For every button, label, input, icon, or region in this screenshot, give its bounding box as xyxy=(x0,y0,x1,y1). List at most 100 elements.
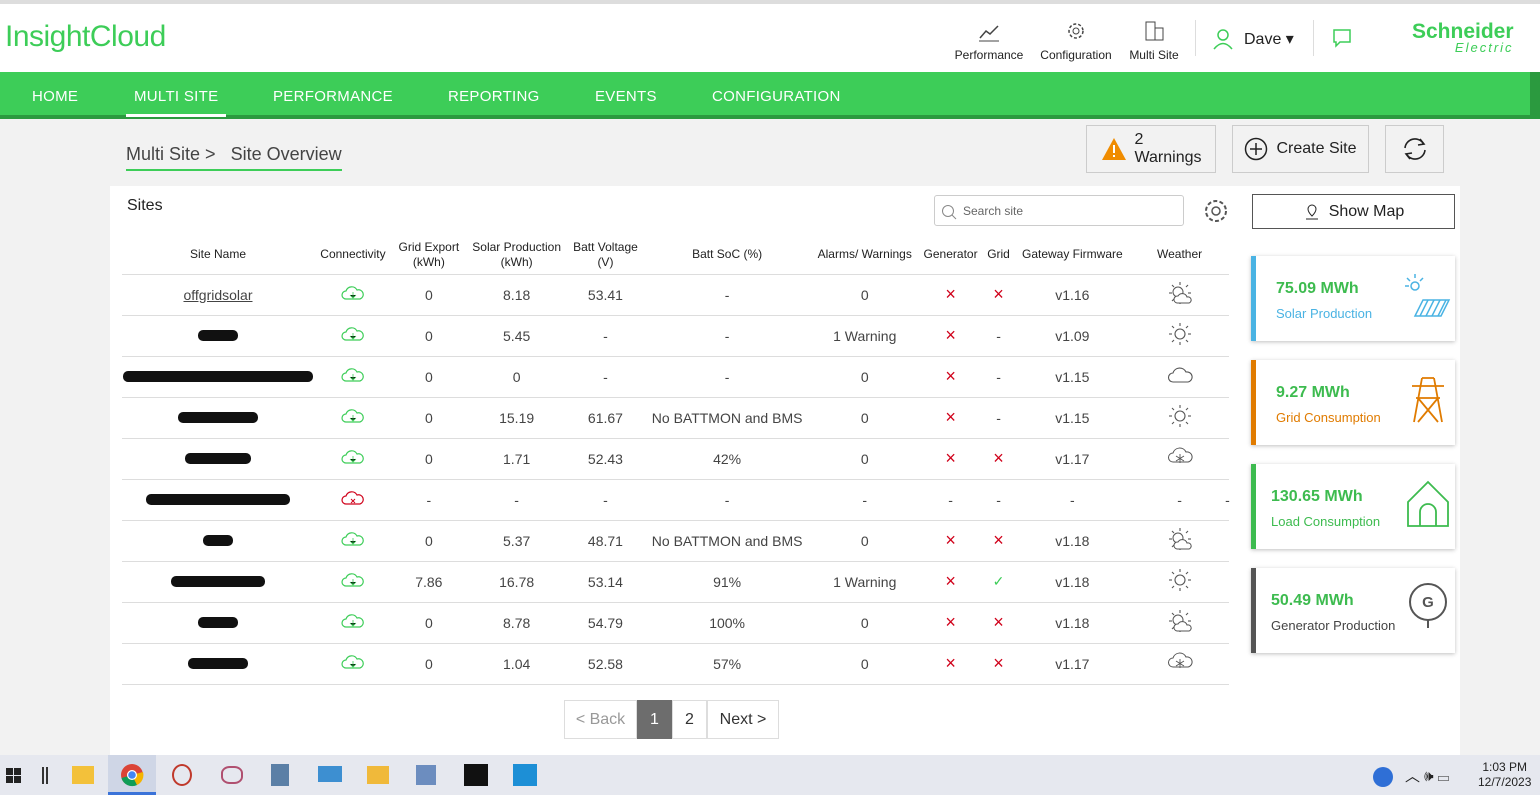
connectivity-cell xyxy=(314,561,392,603)
divider xyxy=(1313,20,1314,56)
connectivity-cell xyxy=(314,397,392,439)
page-button[interactable]: 2 xyxy=(672,700,707,739)
crumb-current: Site Overview xyxy=(230,144,342,164)
site-row[interactable]: 0 1.71 52.43 42% 0 × × v1.17 xyxy=(122,438,1229,480)
app-explorer[interactable] xyxy=(72,766,94,784)
app-network[interactable] xyxy=(513,764,537,786)
cell: No BATTMON and BMS xyxy=(643,397,811,439)
scroll-edge xyxy=(1530,72,1540,119)
weather-cell xyxy=(1130,356,1229,398)
user-menu[interactable]: Dave ▾ xyxy=(1244,31,1294,48)
brand-name: Schneider xyxy=(1412,20,1514,43)
cell: - xyxy=(982,356,1015,398)
map-icon xyxy=(1305,203,1318,219)
cell: 52.58 xyxy=(567,643,644,685)
summary-card[interactable]: 50.49 MWh Generator Production G xyxy=(1251,568,1455,653)
show-map-button[interactable]: Show Map xyxy=(1252,194,1455,229)
connectivity-icon xyxy=(341,614,364,628)
search-icon xyxy=(942,205,957,220)
plus-icon xyxy=(1245,137,1268,161)
site-row[interactable]: 0 8.78 54.79 100% 0 × × v1.18 xyxy=(122,602,1229,644)
card-value: 9.27 MWh xyxy=(1276,384,1350,401)
menu-item[interactable]: HOME xyxy=(32,88,79,105)
cell: 16.78 xyxy=(465,561,568,603)
menu-item[interactable]: MULTI SITE xyxy=(126,88,227,117)
summary-card[interactable]: 9.27 MWh Grid Consumption xyxy=(1251,360,1455,445)
crumb[interactable]: Multi Site > xyxy=(126,144,216,164)
column-header: Gateway Firmware xyxy=(1014,236,1131,275)
cell: × xyxy=(918,643,983,685)
app-mail[interactable] xyxy=(367,766,389,784)
weather-icon xyxy=(1167,652,1193,668)
site-name-cell xyxy=(122,438,314,480)
cell: 0 xyxy=(810,356,919,398)
tray-help[interactable] xyxy=(1373,767,1393,787)
warnings-button[interactable]: 2 Warnings xyxy=(1086,125,1216,173)
menu-item[interactable]: CONFIGURATION xyxy=(712,88,841,105)
cell: × xyxy=(982,438,1015,480)
performance-icon xyxy=(979,25,999,42)
taskbar: ︿ 🕪 ▭ 1:03 PM 12/7/2023 xyxy=(0,755,1540,795)
cell: - xyxy=(567,479,644,521)
cell: - xyxy=(567,315,644,357)
create-site-button[interactable]: Create Site xyxy=(1232,125,1369,173)
cell: 5.37 xyxy=(465,520,568,562)
menu-item[interactable]: EVENTS xyxy=(595,88,657,105)
settings-icon[interactable] xyxy=(1203,198,1229,224)
cell: × xyxy=(982,274,1015,316)
cell: 0 xyxy=(391,397,466,439)
app-calculator[interactable] xyxy=(271,764,289,786)
page-button[interactable]: Next > xyxy=(707,700,779,739)
app-paint[interactable] xyxy=(221,766,243,784)
user-name: Dave xyxy=(1244,31,1282,48)
app-terminal[interactable] xyxy=(464,764,488,786)
task-view[interactable] xyxy=(42,767,48,784)
site-name[interactable]: offgridsolar xyxy=(183,286,253,303)
tool-link[interactable]: Configuration xyxy=(1040,48,1112,62)
site-name-cell xyxy=(122,479,314,521)
site-row[interactable]: 0 1.04 52.58 57% 0 × × v1.17 xyxy=(122,643,1229,685)
site-row[interactable]: ---------- xyxy=(122,479,1230,521)
search-box[interactable]: Search site xyxy=(934,195,1184,226)
site-row[interactable]: 0 15.19 61.67 No BATTMON and BMS 0 × - v1.15 xyxy=(122,397,1229,439)
chat-icon[interactable] xyxy=(1332,28,1352,48)
redaction xyxy=(171,575,265,587)
generator-letter: G xyxy=(1422,594,1434,611)
cell: × xyxy=(982,643,1015,685)
start-button[interactable] xyxy=(6,768,22,784)
tool-link[interactable]: Performance xyxy=(954,48,1024,62)
app-computer[interactable] xyxy=(318,766,342,782)
menu-item[interactable]: PERFORMANCE xyxy=(273,88,393,105)
app-snip[interactable] xyxy=(172,764,192,786)
summary-card[interactable]: 130.65 MWh Load Consumption xyxy=(1251,464,1455,549)
card-label: Generator Production xyxy=(1271,618,1396,633)
time: 1:03 PM xyxy=(1482,760,1528,774)
app-media[interactable] xyxy=(416,765,436,785)
site-row[interactable]: 0 5.37 48.71 No BATTMON and BMS 0 × × v1.18 xyxy=(122,520,1229,562)
logo[interactable]: InsightCloud xyxy=(5,20,166,53)
summary-card[interactable]: 75.09 MWh Solar Production xyxy=(1251,256,1455,341)
card-value: 75.09 MWh xyxy=(1276,280,1359,297)
redaction xyxy=(188,657,248,669)
site-row[interactable]: offgridsolar 0 8.18 53.41-0 × × v1.16 xyxy=(122,274,1229,316)
clock[interactable]: 1:03 PM 12/7/2023 xyxy=(1478,760,1531,790)
column-header: Batt SoC (%) xyxy=(643,236,811,275)
menu-item[interactable]: REPORTING xyxy=(448,88,540,105)
column-header: Grid Export (kWh) xyxy=(391,236,466,275)
column-header: Site Name xyxy=(122,236,314,275)
cell: - xyxy=(982,479,1015,521)
cell: - xyxy=(982,397,1015,439)
cell: v1.18 xyxy=(1014,520,1131,562)
column-header: Grid xyxy=(982,236,1015,275)
weather-icon xyxy=(1168,405,1191,427)
site-row[interactable]: 0 5.45- -1 Warning × - v1.09 xyxy=(122,315,1229,357)
site-row[interactable]: 0 0- -0 × - v1.15 xyxy=(122,356,1229,398)
page-button[interactable]: < Back xyxy=(564,700,637,739)
tool-link[interactable]: Multi Site xyxy=(1129,48,1179,62)
site-row[interactable]: 7.86 16.78 53.14 91% 1 Warning × ✓ v1.18 xyxy=(122,561,1229,603)
app-chrome-active[interactable] xyxy=(108,755,156,795)
card-label: Solar Production xyxy=(1276,306,1373,321)
tray-icons[interactable]: ︿ 🕪 ▭ xyxy=(1405,768,1450,785)
refresh-button[interactable] xyxy=(1385,125,1444,173)
